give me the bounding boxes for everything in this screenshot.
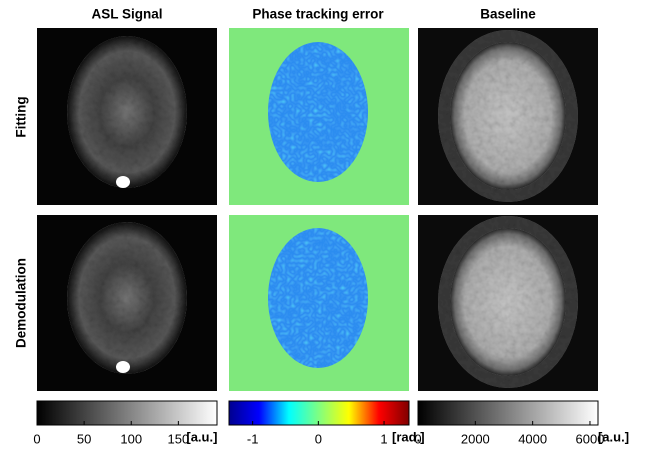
colorbar-tick-label: 100 (120, 431, 142, 446)
row-title: Fitting (14, 96, 29, 137)
colorbar-unit: [a.u.] (186, 429, 217, 444)
colorbar (228, 400, 410, 426)
colorbar-tick-label: -1 (247, 431, 259, 446)
row-title: Demodulation (14, 258, 29, 348)
colorbar (417, 400, 599, 426)
colorbar-tick-label: 0 (414, 431, 421, 446)
panel-row-2 (37, 215, 598, 391)
column-title: Baseline (480, 7, 536, 22)
colorbar-tick-label: 4000 (518, 431, 547, 446)
asl-brain (67, 36, 187, 188)
colorbar-tick-label: 50 (77, 431, 91, 446)
baseline-brain (450, 228, 566, 376)
colorbar-tick-label: 150 (168, 431, 190, 446)
column-title: ASL Signal (91, 7, 162, 22)
colorbar-unit: [a.u.] (598, 429, 629, 444)
baseline-brain (450, 42, 566, 190)
colorbar-unit: [rad.] (392, 429, 425, 444)
colorbar-tick-label: 2000 (461, 431, 490, 446)
colorbar-tick-label: 1 (380, 431, 387, 446)
phase-brain (268, 228, 368, 368)
colorbar-tick-label: 0 (33, 431, 40, 446)
phase-brain (268, 42, 368, 182)
colorbar-tick-label: 0 (315, 431, 322, 446)
panel-row-1 (37, 28, 598, 205)
colorbar-tick-label: 6000 (576, 431, 605, 446)
asl-highlight (116, 361, 130, 373)
colorbar (36, 400, 218, 426)
column-title: Phase tracking error (252, 7, 384, 22)
asl-highlight (116, 176, 130, 188)
asl-brain (67, 222, 187, 374)
